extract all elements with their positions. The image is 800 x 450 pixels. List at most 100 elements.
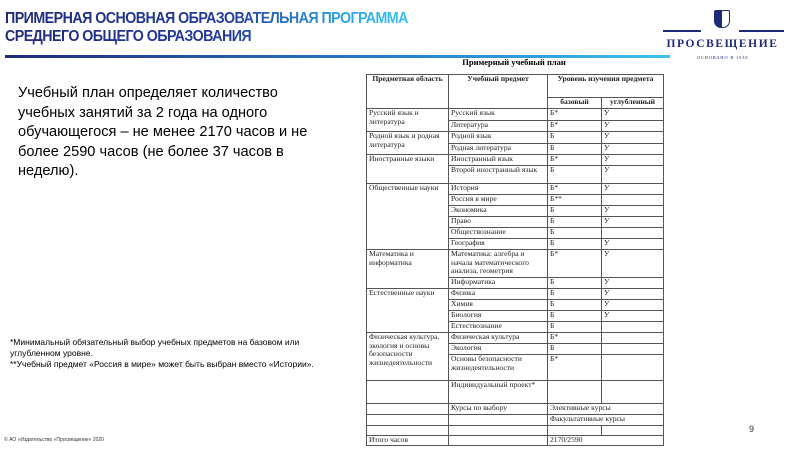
table-row: Факультативные курсы	[366, 414, 665, 426]
cell-advanced: У	[600, 238, 665, 250]
cell-area: Общественные науки	[366, 183, 449, 250]
copyright: © АО «Издательство «Просвещение» 2020	[4, 437, 104, 443]
footnote-2: **Учебный предмет «Россия в мире» может …	[10, 359, 314, 369]
cell-advanced: У	[600, 288, 665, 300]
cell-basic: Б	[547, 277, 602, 289]
cell-advanced: У	[600, 165, 665, 184]
cell-subject: География	[448, 238, 548, 250]
footnotes: *Минимальный обязательный выбор учебных …	[10, 337, 350, 370]
cell-subject	[448, 435, 548, 446]
cell-advanced	[600, 321, 665, 333]
table-title: Примерный учебный план	[462, 57, 566, 67]
cell-basic: Б*	[547, 183, 602, 195]
logo-line-left	[663, 30, 701, 32]
cell-basic: Б	[547, 165, 602, 184]
cell-basic: Б	[547, 321, 602, 333]
cell-subject: Экология	[448, 343, 548, 355]
cell-basic: Б	[547, 299, 602, 311]
cell-advanced: У	[600, 249, 665, 278]
cell-area: Итого часов	[366, 435, 449, 446]
cell-basic: Б	[547, 131, 602, 144]
cell-advanced	[600, 227, 665, 239]
cell-area: Физическая культура, экология и основы б…	[366, 332, 449, 381]
cell-basic: Б	[547, 310, 602, 322]
table-row: Физическая культура, экология и основы б…	[366, 332, 665, 381]
cell-area: Иностранные языки	[366, 154, 449, 184]
table-row: Информатика Б У	[367, 277, 665, 289]
cell-merged: Элективные курсы	[546, 403, 665, 415]
cell-area	[366, 380, 449, 404]
cell-subject	[448, 425, 548, 436]
cell-area	[366, 425, 449, 436]
cell-subject	[448, 414, 548, 426]
header-advanced: углубленный	[600, 97, 665, 109]
cell-basic: Б	[547, 227, 602, 239]
cell-basic: Б	[547, 205, 602, 217]
cell-advanced: У	[600, 143, 665, 155]
cell-subject: Родной язык	[448, 131, 548, 144]
logo-line-right	[739, 30, 784, 32]
cell-subject: Второй иностранный язык	[448, 165, 548, 184]
cell-merged: Факультативные курсы	[546, 414, 665, 426]
table-row: Естественные науки Физика Б У	[366, 288, 665, 333]
cell-subject: Обществознание	[448, 227, 548, 239]
header-subject: Учебный предмет	[448, 74, 548, 109]
table-body: Русский язык и литература Русский язык Б* У…	[366, 108, 665, 446]
cell-subject: История	[448, 183, 548, 195]
table-row: Индивидуальный проект*	[366, 380, 665, 404]
cell-subject: Россия в мире	[448, 194, 548, 206]
logo-subtitle: ОСНОВАНО В 1930	[696, 55, 749, 60]
cell-area	[366, 414, 449, 426]
cell-basic	[547, 380, 602, 404]
table-row: Химия Б У	[367, 299, 665, 311]
cell-subject: Математика: алгебра и начала математичес…	[448, 249, 548, 278]
cell-advanced: У	[600, 277, 665, 289]
cell-merged: 2170/2590	[546, 435, 665, 446]
cell-basic: Б	[547, 288, 602, 300]
cell-basic: Б	[547, 343, 602, 355]
cell-subject: Литература	[448, 120, 548, 132]
cell-subject: Биология	[448, 310, 548, 322]
slide-title: ПРИМЕРНАЯ ОСНОВНАЯ ОБРАЗОВАТЕЛЬНАЯ ПРОГР…	[5, 10, 408, 46]
cell-subject: Русский язык	[448, 108, 548, 121]
page-number: 9	[749, 424, 755, 434]
title-line-2: СРЕДНЕГО ОБЩЕГО ОБРАЗОВАНИЯ	[5, 28, 252, 45]
cell-basic: Б*	[547, 332, 602, 344]
header-area: Предметная область	[366, 74, 449, 109]
curriculum-table: Предметная область Учебный предмет Урове…	[366, 74, 665, 446]
cell-advanced	[600, 425, 665, 436]
cell-subject: Информатика	[448, 277, 548, 289]
cell-area: Математика и информатика	[366, 249, 449, 289]
table-row: Иностранные языки Иностранный язык Б* У	[366, 154, 665, 184]
table-row: Право Б У	[367, 216, 665, 228]
cell-advanced: У	[600, 299, 665, 311]
cell-advanced: У	[600, 310, 665, 322]
cell-advanced: У	[600, 154, 665, 166]
cell-advanced: У	[600, 205, 665, 217]
cell-basic: Б	[547, 238, 602, 250]
cell-advanced: У	[600, 183, 665, 195]
cell-subject: Иностранный язык	[448, 154, 548, 166]
cell-advanced	[600, 380, 665, 404]
cell-subject: Основы безопасности жизнедеятельности	[448, 354, 548, 381]
footnote-1: *Минимальный обязательный выбор учебных …	[10, 337, 300, 358]
table-row: Родной язык и родная литература Родной яз…	[366, 131, 665, 155]
cell-basic: Б*	[547, 120, 602, 132]
cell-advanced	[600, 332, 665, 344]
cell-subject: Физика	[448, 288, 548, 300]
cell-advanced: У	[600, 216, 665, 228]
header-divider	[5, 55, 670, 58]
main-text: Учебный план определяет количество учебн…	[18, 85, 308, 179]
cell-area: Родной язык и родная литература	[366, 131, 449, 155]
header-basic: базовый	[547, 97, 602, 109]
cell-basic: Б**	[547, 194, 602, 206]
logo-name: ПРОСВЕЩЕНИЕ	[666, 38, 779, 50]
cell-subject: Курсы по выбору	[448, 403, 548, 415]
cell-advanced: У	[600, 120, 665, 132]
cell-subject: Индивидуальный проект*	[448, 380, 548, 404]
cell-basic: Б*	[547, 154, 602, 166]
cell-basic: Б*	[547, 249, 602, 278]
cell-basic: Б*	[547, 108, 602, 121]
table-row	[366, 425, 665, 436]
